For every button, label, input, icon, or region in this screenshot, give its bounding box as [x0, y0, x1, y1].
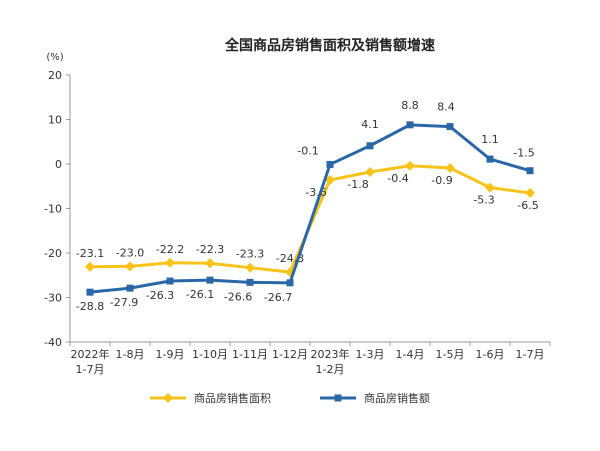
- data-point: [205, 258, 215, 269]
- data-point: [445, 163, 455, 174]
- chart-title: 全国商品房销售面积及销售额增速: [224, 37, 435, 54]
- y-tick-label: -10: [44, 203, 62, 216]
- x-tick-label: 1-3月: [356, 348, 385, 361]
- y-axis-unit: (%): [46, 52, 63, 63]
- data-point: [165, 257, 175, 268]
- data-label: -26.7: [264, 291, 292, 304]
- data-point: [405, 160, 415, 171]
- data-point: [206, 276, 214, 284]
- x-tick-label: 1-9月: [156, 348, 185, 361]
- y-tick-label: 10: [48, 114, 62, 127]
- data-label: -28.8: [76, 300, 104, 313]
- data-point: [245, 262, 255, 273]
- data-point: [326, 160, 334, 168]
- x-tick-label: 1-2月: [316, 363, 345, 376]
- data-label: -23.0: [116, 246, 144, 259]
- x-tick-label: 2022年: [71, 347, 110, 361]
- data-label: 8.8: [401, 99, 419, 112]
- data-point: [125, 261, 135, 272]
- legend-label: 商品房销售面积: [194, 391, 271, 405]
- x-tick-label: 1-12月: [272, 348, 308, 361]
- data-label: -1.5: [513, 147, 534, 160]
- data-label: 8.4: [437, 101, 455, 114]
- x-tick-label: 1-8月: [116, 348, 145, 361]
- x-tick-label: 1-6月: [476, 348, 505, 361]
- data-point: [406, 121, 414, 129]
- legend-item: 商品房销售额: [320, 391, 430, 405]
- x-axis-ticks: 2022年 1-7月 1-8月 1-9月 1-10月 1-11月 1-12月 2023年 1-2…: [69, 342, 551, 376]
- data-point: [325, 175, 335, 186]
- data-label: -27.9: [110, 296, 138, 309]
- y-tick-label: -20: [44, 247, 62, 260]
- series-1: -28.8 -27.9 -26.3 -26.1 -26.6 -26.7 -0.1 4.1 8.8…: [76, 99, 535, 313]
- data-label: -26.6: [224, 290, 252, 303]
- data-point: [526, 167, 534, 175]
- legend-marker: [334, 394, 342, 402]
- x-tick-label: 1-7月: [516, 348, 545, 361]
- data-point: [486, 155, 494, 163]
- data-point: [126, 284, 134, 292]
- x-tick-label: 1-5月: [436, 348, 465, 361]
- data-label: -1.8: [347, 178, 368, 191]
- data-label: -0.4: [387, 172, 408, 185]
- series-layer: -23.1 -23.0 -22.2 -22.3 -23.3 -24.3-3.6-1.8 -0…: [76, 99, 539, 313]
- data-label: 4.1: [361, 118, 379, 131]
- y-tick-label: -40: [44, 336, 62, 349]
- x-tick-label: 1-4月: [396, 348, 425, 361]
- data-point: [366, 142, 374, 150]
- data-point: [286, 279, 294, 287]
- series-0: -23.1 -23.0 -22.2 -22.3 -23.3 -24.3-3.6-1.8 -0…: [76, 160, 539, 278]
- legend-label: 商品房销售额: [364, 391, 430, 405]
- y-tick-label: -30: [44, 292, 62, 305]
- data-point: [485, 182, 495, 193]
- y-tick-label: 0: [55, 158, 62, 171]
- legend-item: 商品房销售面积: [150, 391, 271, 405]
- data-point: [525, 187, 535, 198]
- y-axis-ticks: 20 10 0 -10 -20 -30 -40: [44, 69, 70, 349]
- legend: 商品房销售面积 商品房销售额: [150, 391, 430, 405]
- data-point: [166, 277, 174, 285]
- data-point: [365, 167, 375, 178]
- data-point: [246, 278, 254, 286]
- data-label: -26.3: [146, 289, 174, 302]
- data-label: -23.3: [236, 248, 264, 261]
- series-line: [89, 123, 531, 294]
- legend-marker: [163, 393, 173, 403]
- data-point: [86, 288, 94, 296]
- data-point: [85, 261, 95, 272]
- data-label: -22.3: [196, 243, 224, 256]
- y-tick-label: 20: [48, 69, 62, 82]
- data-label: -5.3: [473, 194, 494, 207]
- x-tick-label: 1-7月: [76, 363, 105, 376]
- x-tick-label: 1-11月: [232, 348, 268, 361]
- data-label: -23.1: [76, 247, 104, 260]
- data-label: -22.2: [156, 243, 184, 256]
- data-point: [446, 123, 454, 131]
- x-tick-label: 2023年: [311, 347, 350, 361]
- data-label: -6.5: [517, 199, 538, 212]
- data-label: -0.9: [431, 174, 452, 187]
- data-label: -26.1: [186, 288, 214, 301]
- x-tick-label: 1-10月: [192, 348, 228, 361]
- data-label: -0.1: [297, 144, 318, 157]
- data-label: 1.1: [481, 133, 499, 146]
